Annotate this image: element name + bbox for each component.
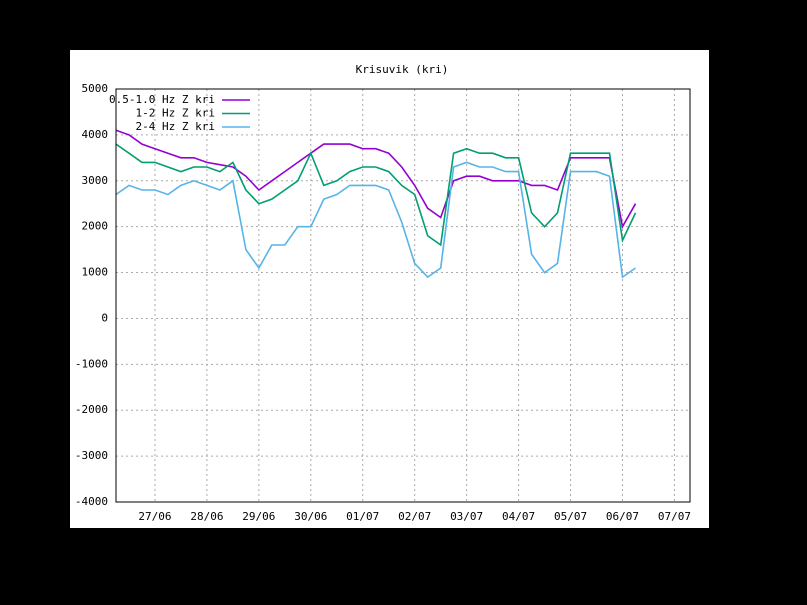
x-tick-label: 27/06 (138, 510, 171, 523)
x-tick-label: 28/06 (190, 510, 223, 523)
x-tick-label: 01/07 (346, 510, 379, 523)
x-tick-label: 29/06 (242, 510, 275, 523)
series-line (115, 129, 637, 229)
y-tick-label: -4000 (75, 495, 108, 508)
y-tick-label: -2000 (75, 403, 108, 416)
y-tick-label: 1000 (82, 266, 109, 279)
x-tick-label: 03/07 (450, 510, 483, 523)
legend-label: 1-2 Hz Z kri (136, 107, 215, 120)
series-line (115, 161, 636, 279)
x-tick-label: 30/06 (294, 510, 327, 523)
x-tick-label: 06/07 (606, 510, 639, 523)
y-tick-label: 3000 (82, 174, 109, 187)
panel (70, 50, 709, 528)
legend-label: 0.5-1.0 Hz Z kri (109, 93, 215, 106)
y-tick-label: 0 (101, 311, 108, 324)
x-tick-label: 04/07 (502, 510, 535, 523)
x-tick-label: 07/07 (658, 510, 691, 523)
y-tick-label: -1000 (75, 357, 108, 370)
y-tick-label: 4000 (82, 128, 109, 141)
series-line (115, 143, 637, 247)
y-tick-label: 5000 (82, 82, 109, 95)
y-tick-label: 2000 (82, 220, 109, 233)
plot-frame (115, 88, 691, 503)
legend-label: 2-4 Hz Z kri (136, 120, 215, 133)
chart-title: Krisuvik (kri) (356, 63, 449, 76)
x-tick-label: 02/07 (398, 510, 431, 523)
y-tick-label: -3000 (75, 449, 108, 462)
x-tick-label: 05/07 (554, 510, 587, 523)
